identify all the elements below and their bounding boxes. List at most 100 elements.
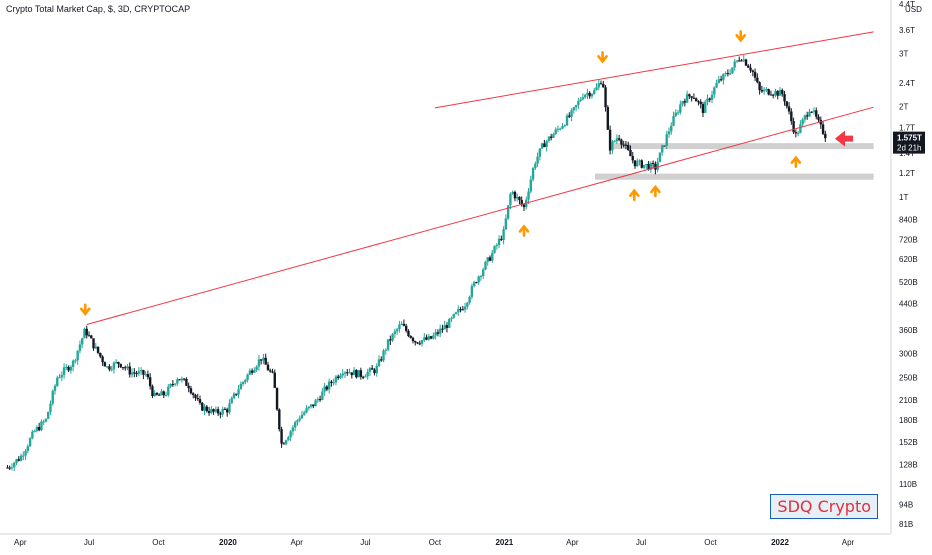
candle-body: [78, 344, 82, 351]
candle-body: [8, 467, 11, 469]
marker-arrow-up-3: [790, 155, 802, 168]
candle-body: [414, 341, 417, 343]
candle-body: [49, 403, 52, 412]
candle-body: [803, 115, 807, 120]
candle-body: [339, 375, 342, 378]
support-zone-1: [594, 173, 874, 180]
x-tick-label: Oct: [152, 538, 165, 547]
candle-body: [529, 179, 532, 192]
candle-body: [583, 94, 587, 98]
candle-body: [298, 418, 301, 421]
x-tick-label: 2020: [219, 538, 237, 547]
candle-body: [561, 125, 564, 129]
candle-body: [624, 144, 628, 146]
candle-body: [148, 377, 152, 387]
candle-body: [198, 399, 202, 403]
candle-body: [738, 60, 741, 62]
candle-body: [210, 409, 213, 414]
x-tick-label: Apr: [290, 538, 303, 547]
candle-body: [522, 204, 526, 208]
candle-body: [565, 115, 569, 126]
candle-body: [6, 467, 9, 469]
candle-body: [146, 374, 150, 378]
candle-body: [604, 87, 607, 108]
candle-body: [101, 356, 104, 363]
candle-body: [67, 366, 70, 371]
candle-body: [323, 386, 326, 392]
candle-body: [493, 246, 496, 253]
candle-body: [491, 252, 494, 261]
y-tick-label: 620B: [899, 255, 918, 264]
last-price-countdown: 2d 21h: [897, 144, 921, 153]
candle-body: [454, 312, 458, 315]
candle-body: [76, 350, 79, 361]
candle-body: [574, 105, 578, 108]
candle-body: [321, 391, 324, 400]
candle-body: [400, 323, 403, 325]
candle-body: [586, 92, 589, 95]
candle-body: [108, 366, 111, 370]
candle-body: [468, 296, 471, 303]
candle-body: [391, 333, 394, 341]
candle-body: [627, 145, 630, 150]
candle-body: [434, 332, 437, 336]
candle-body: [636, 161, 639, 167]
candle-body: [472, 282, 476, 287]
candle-body: [205, 406, 209, 412]
candle-body: [547, 136, 551, 142]
candle-body: [631, 156, 634, 161]
candle-body: [769, 94, 773, 96]
candle-body: [593, 90, 596, 94]
candle-body: [92, 338, 95, 349]
candle-body: [332, 382, 335, 384]
candle-body: [654, 164, 657, 170]
candle-body: [572, 107, 576, 111]
candle-body: [373, 369, 376, 374]
candle-body: [85, 328, 88, 336]
candle-body: [801, 119, 804, 125]
candle-body: [534, 163, 537, 169]
candle-body: [663, 145, 666, 147]
candle-body: [334, 376, 338, 383]
candle-body: [595, 87, 598, 91]
candle-body: [549, 136, 553, 138]
y-tick-label: 2T: [899, 103, 908, 112]
candle-body: [144, 374, 147, 376]
candle-body: [361, 376, 365, 378]
y-tick-label: 300B: [899, 350, 918, 359]
candle-body: [559, 128, 562, 130]
candle-body: [633, 160, 637, 167]
candle-body: [178, 379, 181, 381]
candle-body: [214, 409, 218, 412]
candle-body: [71, 360, 75, 367]
candle-body: [642, 164, 646, 168]
candle-body: [196, 397, 199, 400]
candle-body: [762, 89, 766, 92]
candle-body: [645, 164, 648, 166]
candle-body: [556, 128, 560, 130]
candle-body: [266, 364, 270, 371]
candle-body: [51, 390, 54, 404]
candle-body: [597, 83, 600, 88]
candle-body: [438, 328, 442, 334]
y-tick-label: 210B: [899, 396, 918, 405]
candle-body: [139, 370, 143, 372]
candle-body: [554, 129, 557, 134]
candle-body: [255, 366, 258, 371]
candle-body: [33, 430, 36, 432]
candle-body: [792, 121, 795, 133]
y-tick-label: 94B: [899, 501, 913, 510]
y-tick-label: 440B: [899, 300, 918, 309]
candle-body: [192, 393, 195, 395]
candle-body: [182, 378, 186, 380]
candle-body: [69, 366, 73, 371]
candle-body: [731, 67, 734, 74]
candle-body: [799, 124, 802, 133]
candle-body: [171, 384, 175, 386]
candle-body: [126, 366, 129, 369]
candle-body: [207, 411, 211, 414]
candle-body: [398, 324, 401, 330]
marker-arrow-up-1: [628, 188, 640, 201]
